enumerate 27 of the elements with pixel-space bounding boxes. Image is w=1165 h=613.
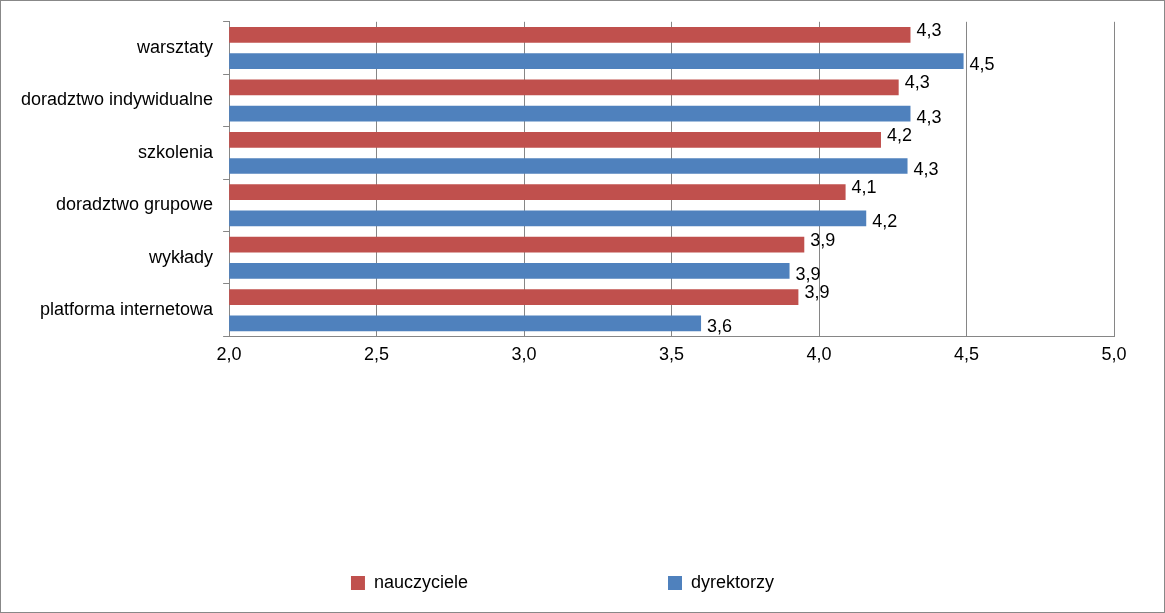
x-tick-label: 2,0 bbox=[216, 344, 242, 365]
x-tick-label: 5,0 bbox=[1101, 344, 1127, 365]
data-label: 4,3 bbox=[904, 72, 930, 93]
data-label: 4,3 bbox=[916, 106, 942, 127]
data-label: 4,3 bbox=[916, 19, 942, 40]
x-tick-label: 3,5 bbox=[659, 344, 685, 365]
x-tick-label: 3,0 bbox=[511, 344, 537, 365]
data-label: 3,9 bbox=[804, 282, 830, 303]
y-tick-label: doradztwo indywidualne bbox=[21, 89, 214, 110]
data-label: 4,1 bbox=[851, 177, 877, 198]
x-tick-label: 4,5 bbox=[954, 344, 980, 365]
data-label: 3,6 bbox=[707, 316, 733, 337]
legend-label: dyrektorzy bbox=[691, 571, 775, 592]
y-tick-label: wykłady bbox=[148, 246, 214, 267]
data-label: 4,2 bbox=[886, 124, 913, 145]
y-tick-label: doradztwo grupowe bbox=[56, 194, 214, 215]
data-label: 4,3 bbox=[913, 158, 939, 179]
y-tick-label: szkolenia bbox=[138, 141, 215, 162]
data-label: 3,9 bbox=[810, 229, 836, 250]
x-tick-label: 4,0 bbox=[806, 344, 832, 365]
data-label: 4,5 bbox=[969, 54, 995, 75]
y-tick-label: warsztaty bbox=[136, 36, 214, 57]
data-label: 4,2 bbox=[872, 211, 898, 232]
x-tick-label: 2,5 bbox=[364, 344, 390, 365]
legend-label: nauczyciele bbox=[373, 571, 469, 592]
data-label: 3,9 bbox=[795, 263, 821, 284]
y-tick-label: platforma internetowa bbox=[40, 299, 215, 320]
